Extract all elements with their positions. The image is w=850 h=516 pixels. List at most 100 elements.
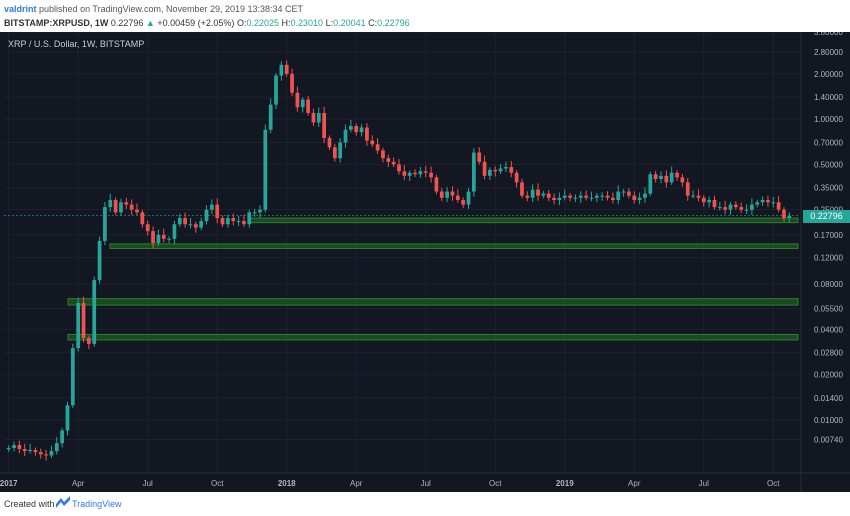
candle-body	[455, 195, 460, 200]
candle-body	[252, 212, 257, 214]
candle-body	[429, 172, 433, 178]
candle-body	[712, 199, 717, 208]
candle-body	[637, 197, 642, 200]
price-tick-label: 0.01000	[814, 416, 843, 425]
candle-body	[316, 112, 321, 123]
price-tick-label: 2.80000	[814, 48, 843, 57]
candle-body	[413, 172, 417, 175]
candle-body	[300, 99, 305, 108]
last-price-badge: 0.22796	[803, 209, 850, 223]
candle-body	[520, 182, 524, 196]
candle-body	[461, 199, 466, 205]
candle-body	[327, 137, 332, 148]
candle-body	[627, 191, 631, 196]
change-arrow-icon: ▲	[145, 18, 155, 28]
candle-body	[471, 152, 476, 192]
low-value: 0.20041	[333, 18, 366, 28]
price-tick-label: 0.35000	[814, 184, 843, 193]
time-tick-label: Apr	[72, 479, 85, 488]
candle-body	[338, 142, 343, 159]
candle-body	[359, 127, 364, 133]
candle-body	[589, 197, 594, 199]
candle-body	[701, 197, 706, 203]
price-tick-label: 0.04000	[814, 325, 843, 334]
close-value: 0.22796	[377, 18, 410, 28]
candle-body	[397, 164, 401, 172]
candle-body	[381, 150, 385, 159]
candle-body	[220, 218, 225, 225]
time-tick-label: 2019	[556, 479, 574, 488]
candle-body	[723, 207, 728, 210]
candle-body	[402, 171, 407, 176]
candle-body	[268, 104, 273, 130]
candle-body	[54, 443, 59, 452]
chart-area[interactable]: 3.80000 2.80000 2.00000 1.40000 1.00000 0.700…	[0, 32, 850, 492]
publish-line: valdrint published on TradingView.com, N…	[4, 4, 303, 14]
candle-body	[306, 99, 310, 113]
candle-body	[691, 195, 695, 197]
candle-body	[423, 171, 428, 173]
candle-body	[739, 207, 744, 210]
time-tick-label: Jul	[421, 479, 431, 488]
candle-body	[65, 405, 70, 431]
publish-header: valdrint published on TradingView.com, N…	[0, 0, 850, 32]
price-tick-label: 2.00000	[814, 70, 843, 79]
candle-body	[290, 73, 294, 93]
author-link[interactable]: valdrint	[4, 4, 37, 14]
candle-body	[33, 450, 38, 453]
candle-body	[375, 144, 380, 151]
candle-body	[349, 126, 353, 130]
candle-body	[279, 64, 284, 76]
price-chart[interactable]: 3.80000 2.80000 2.00000 1.40000 1.00000 0.700…	[0, 32, 850, 492]
candle-body	[573, 197, 578, 199]
time-tick-label: Apr	[628, 479, 641, 488]
support-zone	[67, 298, 799, 306]
candle-body	[145, 224, 150, 232]
candle-body	[284, 64, 289, 74]
candle-body	[44, 454, 48, 456]
candle-body	[445, 191, 449, 198]
candle-body	[648, 174, 653, 194]
ohlc-line: BITSTAMP:XRPUSD, 1W 0.22796 ▲ +0.00459 (…	[4, 18, 410, 28]
candle-body	[450, 191, 455, 196]
price-tick-label: 0.00740	[814, 436, 843, 445]
price-tick-label: 0.17000	[814, 231, 843, 240]
candle-body	[546, 193, 551, 198]
candle-body	[140, 212, 145, 225]
price-tick-label: 0.05500	[814, 305, 843, 314]
tradingview-brand[interactable]: TradingView	[72, 499, 122, 509]
candle-body	[621, 191, 626, 193]
candle-body	[124, 202, 129, 205]
price-tick-label: 1.40000	[814, 93, 843, 102]
change-value: +0.00459 (+2.05%)	[157, 18, 235, 28]
candle-body	[103, 207, 107, 241]
candle-body	[498, 168, 503, 172]
price-tick-label: 0.02000	[814, 371, 843, 380]
time-tick-label: Jul	[143, 479, 153, 488]
time-tick-label: Oct	[489, 479, 502, 488]
candle-body	[552, 197, 556, 200]
candle-body	[97, 240, 102, 281]
candle-body	[386, 158, 391, 162]
candle-body	[17, 445, 22, 450]
candle-body	[664, 175, 669, 183]
candle-body	[247, 212, 252, 225]
price-tick-label: 0.50000	[814, 160, 843, 169]
time-tick-label: Jul	[699, 479, 709, 488]
high-label: H:	[281, 18, 291, 28]
candle-body	[675, 172, 679, 178]
candle-body	[242, 221, 246, 225]
tradingview-logo-icon	[56, 496, 70, 508]
open-label: O:	[236, 18, 247, 28]
candle-body	[204, 209, 209, 222]
open-value: 0.22025	[246, 18, 279, 28]
candle-body	[728, 204, 733, 210]
candle-body	[38, 452, 43, 455]
candle-body	[87, 338, 91, 344]
candle-body	[332, 147, 337, 159]
candle-body	[418, 171, 423, 175]
candle-body	[733, 204, 738, 208]
candle-body	[226, 218, 230, 225]
candle-body	[541, 193, 546, 196]
candle-body	[568, 195, 572, 198]
